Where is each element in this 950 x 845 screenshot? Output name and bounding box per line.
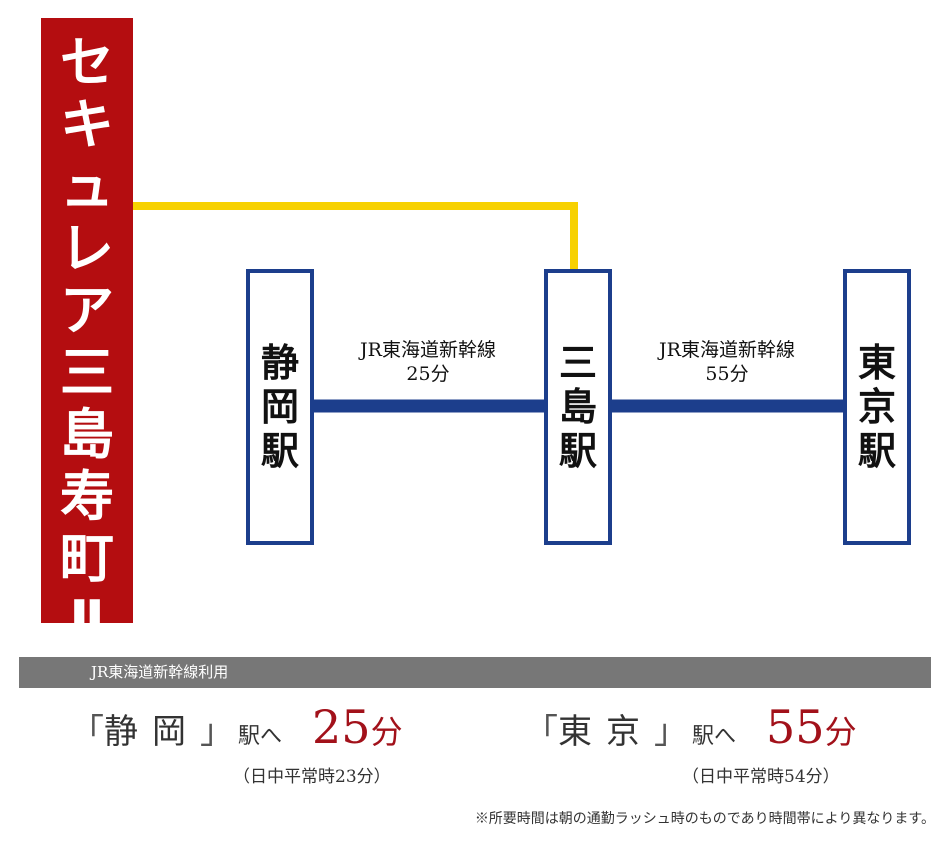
summary-item-tokyo: 「 東京 」 駅へ 55 分 [524,700,857,754]
close-bracket: 」 [200,712,234,752]
station-char: 駅 [558,429,597,473]
station-box-shizuoka: 静 岡 駅 [246,269,314,545]
travel-time-unit: 分 [370,713,403,751]
route-line-name: JR東海道新幹線 [360,339,496,361]
station-char: 駅 [260,429,299,473]
open-bracket: 「 [524,712,558,752]
station-char: 島 [558,385,597,429]
summary-bar-label: JR東海道新幹線利用 [91,663,229,681]
station-char: 岡 [260,385,299,429]
station-char: 静 [260,341,299,385]
destination-suffix: 駅へ [692,724,737,749]
route-label-shizuoka: JR東海道新幹線 25分 [318,338,538,386]
station-box-mishima: 三 島 駅 [544,269,612,545]
route-travel-time: 25分 [406,363,450,385]
property-name-char: キ [60,93,114,156]
yellow-route-line [133,202,578,272]
destination-name: 静岡 [104,712,200,752]
summary-note-tokyo: （日中平常時54分） [682,767,840,787]
property-name-char: 寿 [60,465,114,528]
travel-time-value: 55 [766,700,825,754]
station-box-tokyo: 東 京 駅 [843,269,911,545]
property-name-char: ア [60,279,114,342]
destination-suffix: 駅へ [238,724,283,749]
property-name-char: セ [60,31,114,94]
property-name-char: ュ [60,155,114,218]
close-bracket: 」 [654,712,688,752]
station-char: 東 [857,341,896,385]
property-name-char: レ [60,217,114,280]
station-char: 駅 [857,429,896,473]
travel-time-value: 25 [312,700,371,754]
summary-item-shizuoka: 「 静岡 」 駅へ 25 分 [70,700,403,754]
property-name-char: 町 [60,527,114,590]
property-name-banner: セ キ ュ レ ア 三 島 寿 町 Ⅱ [41,18,133,652]
summary-bar [19,657,931,688]
route-label-tokyo: JR東海道新幹線 55分 [617,338,837,386]
property-name-char: 三 [60,341,114,404]
property-name-char: 島 [60,403,114,466]
destination-name: 東京 [558,712,654,752]
station-char: 京 [857,385,896,429]
route-line-name: JR東海道新幹線 [659,339,795,361]
property-name-char: Ⅱ [69,589,105,652]
route-travel-time: 55分 [705,363,749,385]
footnote: ※所要時間は朝の通勤ラッシュ時のものであり時間帯により異なります。 [474,811,935,827]
open-bracket: 「 [70,712,104,752]
summary-note-shizuoka: （日中平常時23分） [233,767,391,787]
station-char: 三 [558,341,597,385]
travel-time-unit: 分 [824,713,857,751]
